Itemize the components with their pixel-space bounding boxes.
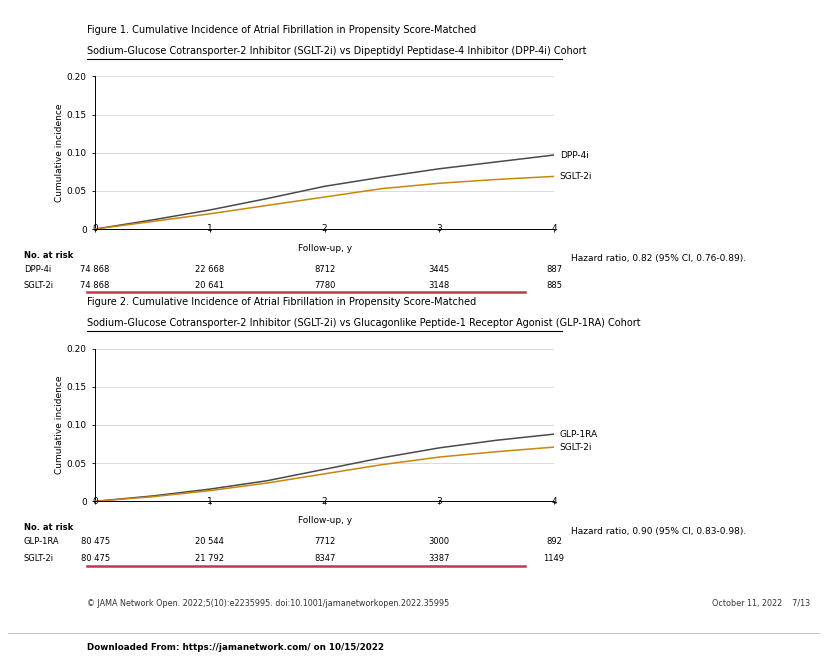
Text: 22 668: 22 668 [195,264,224,274]
Text: 0: 0 [93,497,98,506]
Text: 20 641: 20 641 [195,282,224,290]
Text: Figure 2. Cumulative Incidence of Atrial Fibrillation in Propensity Score-Matche: Figure 2. Cumulative Incidence of Atrial… [87,297,476,307]
Text: Figure 1. Cumulative Incidence of Atrial Fibrillation in Propensity Score-Matche: Figure 1. Cumulative Incidence of Atrial… [87,25,476,35]
Text: Sodium-Glucose Cotransporter-2 Inhibitor (SGLT-2i) vs Dipeptidyl Peptidase-4 Inh: Sodium-Glucose Cotransporter-2 Inhibitor… [87,46,586,56]
Text: Follow-up, y: Follow-up, y [298,244,351,253]
Text: No. at risk: No. at risk [24,523,74,532]
Text: 7712: 7712 [314,537,335,546]
Text: 74 868: 74 868 [80,282,110,290]
Y-axis label: Cumulative incidence: Cumulative incidence [55,104,64,202]
Text: 3000: 3000 [428,537,450,546]
Text: 3: 3 [437,497,442,506]
Text: 3387: 3387 [428,554,450,562]
Text: No. at risk: No. at risk [24,250,74,260]
Text: October 11, 2022    7/13: October 11, 2022 7/13 [712,598,810,608]
Text: SGLT-2i: SGLT-2i [560,443,592,452]
Text: SGLT-2i: SGLT-2i [24,282,54,290]
Text: 1: 1 [207,224,213,233]
Text: 887: 887 [546,264,562,274]
Text: GLP-1RA: GLP-1RA [24,537,60,546]
Text: DPP-4i: DPP-4i [560,151,589,159]
Text: DPP-4i: DPP-4i [24,264,51,274]
Text: SGLT-2i: SGLT-2i [24,554,54,562]
Text: Downloaded From: https://jamanetwork.com/ on 10/15/2022: Downloaded From: https://jamanetwork.com… [87,643,384,652]
Text: 892: 892 [546,537,562,546]
Text: 0: 0 [93,224,98,233]
Text: 3148: 3148 [428,282,450,290]
Text: 8712: 8712 [314,264,335,274]
Text: 21 792: 21 792 [195,554,224,562]
Text: GLP-1RA: GLP-1RA [560,430,598,439]
Text: 80 475: 80 475 [80,554,110,562]
Y-axis label: Cumulative incidence: Cumulative incidence [55,376,64,474]
Text: 80 475: 80 475 [80,537,110,546]
Text: Hazard ratio, 0.90 (95% CI, 0.83-0.98).: Hazard ratio, 0.90 (95% CI, 0.83-0.98). [571,527,746,536]
Text: 20 544: 20 544 [195,537,224,546]
Text: 3: 3 [437,224,442,233]
Text: 2: 2 [322,497,327,506]
Text: 8347: 8347 [314,554,335,562]
Text: 7780: 7780 [314,282,335,290]
Text: Sodium-Glucose Cotransporter-2 Inhibitor (SGLT-2i) vs Glucagonlike Peptide-1 Rec: Sodium-Glucose Cotransporter-2 Inhibitor… [87,318,640,328]
Text: 4: 4 [552,497,557,506]
Text: 1: 1 [207,497,213,506]
Text: 885: 885 [546,282,562,290]
Text: 1149: 1149 [543,554,565,562]
Text: 4: 4 [552,224,557,233]
Text: 3445: 3445 [428,264,450,274]
Text: Follow-up, y: Follow-up, y [298,517,351,525]
Text: © JAMA Network Open. 2022;5(10):e2235995. doi:10.1001/jamanetworkopen.2022.35995: © JAMA Network Open. 2022;5(10):e2235995… [87,598,449,608]
Text: 2: 2 [322,224,327,233]
Text: SGLT-2i: SGLT-2i [560,172,592,181]
Text: Hazard ratio, 0.82 (95% CI, 0.76-0.89).: Hazard ratio, 0.82 (95% CI, 0.76-0.89). [571,254,746,264]
Text: 74 868: 74 868 [80,264,110,274]
